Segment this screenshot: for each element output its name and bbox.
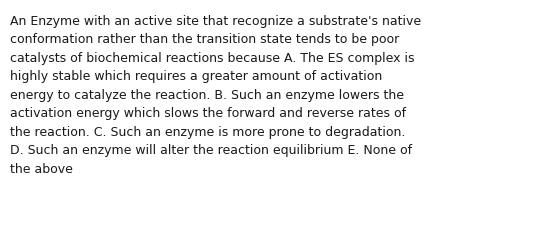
Text: An Enzyme with an active site that recognize a substrate's native
conformation r: An Enzyme with an active site that recog…: [10, 15, 421, 175]
